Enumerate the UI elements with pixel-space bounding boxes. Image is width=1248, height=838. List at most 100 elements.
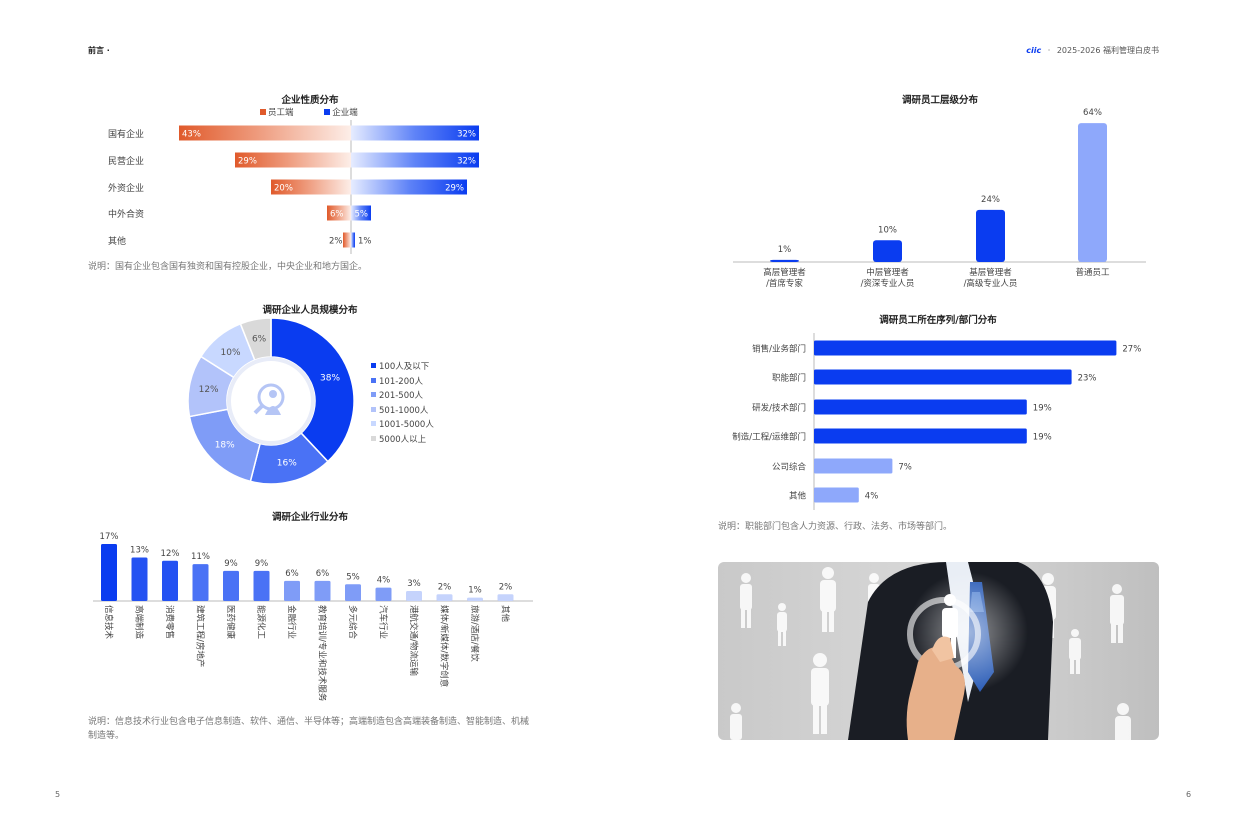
- employee-level-chart: 1% 高层管理者/首席专家 10% 中层管理者/资深专业人员 24% 基层管理者/高级专业…: [733, 108, 1146, 289]
- industry-category-label: 媒体/新媒体/数字创意: [439, 605, 450, 687]
- industry-bar: [223, 570, 239, 601]
- person-icon-head: [269, 390, 277, 398]
- level-category-line2: /首席专家: [766, 278, 803, 289]
- level-bar: [873, 240, 902, 262]
- page-number-right: 6: [1186, 790, 1192, 799]
- company-bar: [351, 205, 371, 221]
- industry-title: 调研企业行业分布: [271, 512, 348, 523]
- magnifier-handle: [253, 403, 265, 415]
- legend-swatch: [371, 377, 376, 383]
- employee-level-title: 调研员工层级分布: [901, 95, 978, 106]
- industry-value-label: 6%: [285, 569, 299, 579]
- industry-bar: [345, 584, 361, 601]
- category-label: 中外合资: [108, 208, 144, 220]
- donut-slice-label: 38%: [320, 374, 340, 384]
- dept-category-label: 研发/技术部门: [752, 403, 806, 414]
- donut-slice-label: 18%: [215, 440, 235, 450]
- company-bar: [351, 232, 355, 248]
- industry-bar: [406, 590, 422, 601]
- donut-slice-label: 12%: [199, 385, 219, 395]
- industry-value-label: 17%: [100, 532, 119, 542]
- enterprise-nature-legend: 员工端 企业端: [260, 106, 358, 118]
- industry-bar: [314, 580, 331, 601]
- legend-company-label: 企业端: [332, 108, 358, 118]
- legend-item: 100人及以下: [371, 360, 434, 375]
- employee-value-label: 20%: [274, 184, 293, 194]
- industry-value-label: 9%: [255, 559, 269, 569]
- industry-value-label: 1%: [468, 586, 482, 596]
- company-bar: [351, 152, 479, 168]
- business-photo: [718, 562, 1159, 740]
- company-bar: [351, 125, 479, 141]
- header-left: 前言 ·: [88, 46, 110, 55]
- department-chart: 销售/业务部门 27% 职能部门 23% 研发/技术部门 19% 制造/工程/运维部门 19%…: [732, 333, 1141, 510]
- industry-value-label: 9%: [224, 559, 238, 569]
- dept-category-label: 公司综合: [772, 462, 807, 473]
- industry-category-label: 建筑工程/房地产: [195, 605, 206, 667]
- level-value-label: 10%: [878, 225, 897, 235]
- enterprise-nature-chart: 国有企业 43% 32% 民营企业 29% 32% 外资企业 20% 29% 中外合资 6% 5% 其他…: [108, 120, 479, 254]
- donut-slice-label: 16%: [277, 459, 297, 469]
- dept-value-label: 23%: [1078, 374, 1097, 384]
- level-bar: [770, 259, 799, 262]
- level-category-line2: /高级专业人员: [964, 278, 1018, 289]
- legend-employee-label: 员工端: [268, 108, 294, 118]
- employee-bar: [271, 179, 351, 195]
- legend-label: 1001-5000人: [379, 420, 434, 430]
- employee-value-label: 29%: [238, 157, 257, 167]
- industry-category-label: 旅游/酒店/餐饮: [469, 605, 480, 662]
- legend-item: 501-1000人: [371, 404, 434, 419]
- person-icon-body: [265, 406, 281, 415]
- business-photo-illustration: [718, 562, 1159, 740]
- donut-slice-label: 10%: [221, 348, 241, 358]
- employee-value-label: 2%: [329, 237, 343, 247]
- category-label: 外资企业: [108, 182, 144, 194]
- legend-label: 501-1000人: [379, 405, 429, 416]
- industry-value-label: 2%: [499, 582, 513, 592]
- level-category-line1: 普通员工: [1075, 267, 1110, 278]
- dept-bar: [814, 369, 1072, 385]
- industry-category-label: 其他: [500, 605, 511, 623]
- dept-value-label: 19%: [1033, 404, 1052, 414]
- employee-bar: [179, 125, 351, 141]
- page-number-left: 5: [55, 790, 61, 799]
- dept-category-label: 销售/业务部门: [752, 344, 806, 355]
- level-value-label: 24%: [981, 195, 1000, 205]
- dept-value-label: 27%: [1122, 345, 1141, 355]
- industry-value-label: 2%: [438, 582, 452, 592]
- category-label: 其他: [108, 235, 126, 247]
- dept-bar: [814, 428, 1027, 444]
- industry-category-label: 信息技术: [103, 605, 114, 640]
- industry-value-label: 3%: [407, 579, 421, 589]
- dept-value-label: 7%: [898, 463, 912, 473]
- industry-bar: [192, 564, 209, 601]
- legend-swatch: [371, 406, 376, 412]
- employee-bar: [235, 152, 351, 168]
- legend-swatch: [371, 363, 376, 368]
- industry-bar: [131, 557, 148, 601]
- level-value-label: 64%: [1083, 108, 1102, 118]
- dept-bar: [814, 458, 893, 474]
- donut-slice-label: 6%: [252, 335, 267, 345]
- industry-value-label: 11%: [191, 552, 210, 562]
- industry-value-label: 13%: [130, 545, 149, 555]
- industry-category-label: 多元综合: [347, 605, 358, 640]
- industry-value-label: 6%: [316, 569, 330, 579]
- industry-bar: [436, 594, 453, 601]
- level-category-line1: 基层管理者: [969, 267, 1012, 278]
- enterprise-nature-title: 企业性质分布: [281, 95, 339, 106]
- department-title: 调研员工所在序列/部门分布: [879, 315, 997, 326]
- level-value-label: 1%: [778, 245, 792, 255]
- company-value-label: 32%: [457, 130, 476, 140]
- industry-bar: [467, 597, 483, 601]
- employee-bar: [343, 232, 351, 248]
- company-size-title: 调研企业人员规模分布: [262, 305, 358, 316]
- enterprise-nature-note: 说明：国有企业包含国有独资和国有控股企业，中央企业和地方国企。: [88, 262, 368, 272]
- legend-item: 201-500人: [371, 389, 434, 404]
- industry-category-label: 汽车行业: [378, 605, 389, 639]
- legend-swatch: [371, 392, 376, 397]
- employee-bar: [327, 205, 351, 221]
- header-dot: ·: [1047, 46, 1051, 55]
- industry-bar: [253, 570, 270, 601]
- header-doc-title: 2025-2026 福利管理白皮书: [1056, 46, 1159, 55]
